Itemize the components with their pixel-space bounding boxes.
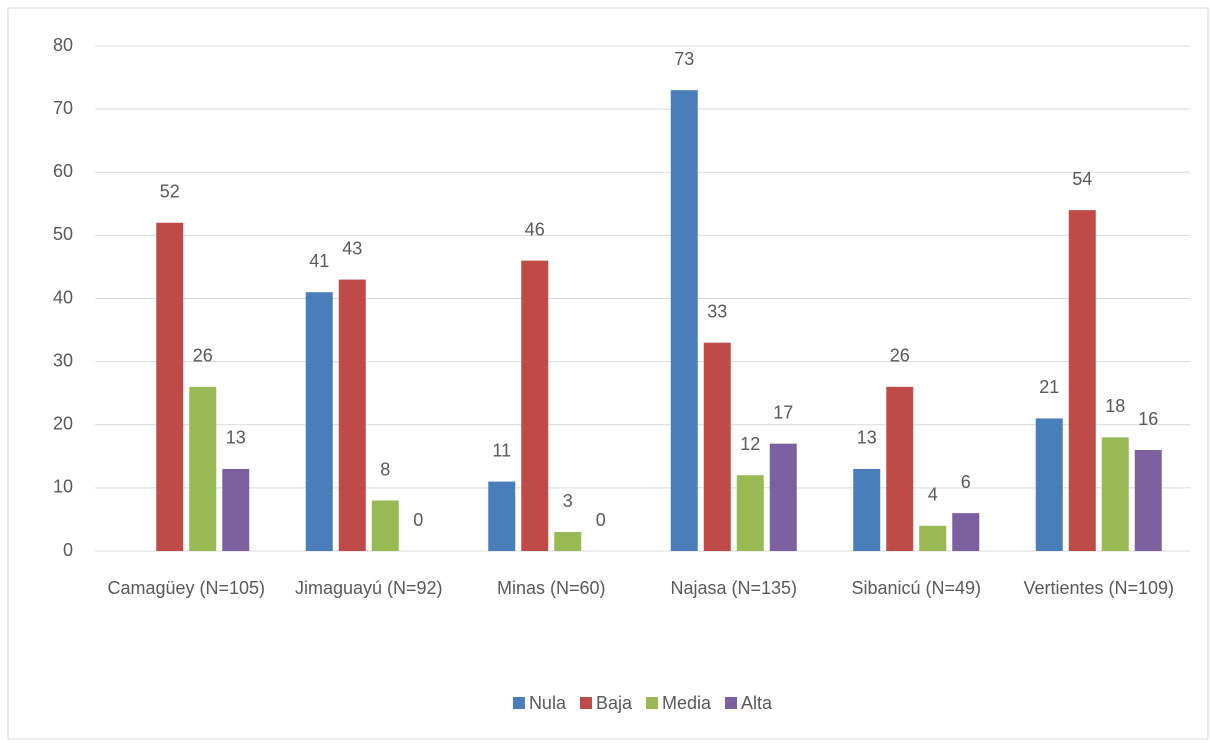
- bar: [919, 525, 947, 551]
- legend-swatch: [646, 697, 658, 709]
- bar: [1068, 210, 1096, 551]
- bar: [703, 342, 731, 551]
- data-label: 11: [492, 440, 511, 460]
- legend-label: Baja: [596, 693, 633, 713]
- y-tick-label: 70: [53, 98, 73, 118]
- bar: [305, 292, 333, 551]
- x-tick-label: Vertientes (N=109): [1023, 578, 1174, 598]
- x-tick-label: Jimaguayú (N=92): [295, 578, 443, 598]
- data-label: 0: [596, 510, 606, 530]
- legend-swatch: [579, 697, 592, 709]
- data-label: 43: [342, 238, 362, 258]
- bar: [371, 500, 399, 551]
- bar: [156, 222, 184, 551]
- bar: [1134, 450, 1162, 551]
- data-label: 13: [857, 428, 877, 448]
- x-tick-label: Sibanicú (N=49): [851, 578, 981, 598]
- y-tick-label: 60: [53, 161, 73, 181]
- bar: [189, 386, 217, 551]
- data-label: 33: [707, 301, 727, 321]
- data-label: 26: [890, 346, 910, 366]
- data-label: 8: [380, 459, 390, 479]
- legend-label: Media: [662, 693, 712, 713]
- data-label: 41: [309, 251, 329, 271]
- y-tick-label: 30: [53, 350, 73, 370]
- y-tick-label: 0: [63, 540, 73, 560]
- data-label: 18: [1105, 396, 1125, 416]
- y-tick-label: 20: [53, 414, 73, 434]
- bar: [769, 443, 797, 551]
- bar: [886, 386, 914, 551]
- y-tick-label: 80: [53, 35, 73, 55]
- bar: [1101, 437, 1129, 551]
- y-tick-label: 10: [53, 477, 73, 497]
- bar: [670, 90, 698, 551]
- bar: [554, 532, 582, 551]
- data-label: 17: [773, 402, 793, 422]
- data-label: 3: [563, 491, 573, 511]
- y-tick-label: 40: [53, 287, 73, 307]
- bar: [521, 260, 549, 551]
- bar: [853, 468, 881, 551]
- data-label: 52: [160, 182, 180, 202]
- bar: [1035, 418, 1063, 551]
- x-tick-label: Najasa (N=135): [670, 578, 797, 598]
- data-label: 0: [413, 510, 423, 530]
- bar: [338, 279, 366, 551]
- data-label: 4: [928, 485, 938, 505]
- chart-border: [7, 7, 1209, 740]
- x-tick-label: Minas (N=60): [497, 578, 606, 598]
- data-label: 26: [193, 346, 213, 366]
- data-label: 13: [226, 428, 246, 448]
- bar: [488, 481, 516, 551]
- bar: [736, 475, 764, 551]
- bar: [952, 513, 980, 551]
- data-label: 73: [674, 49, 694, 69]
- legend-label: Alta: [741, 693, 773, 713]
- x-tick-label: Camagüey (N=105): [107, 578, 265, 598]
- data-label: 21: [1039, 377, 1059, 397]
- data-label: 16: [1138, 409, 1158, 429]
- legend-swatch: [725, 697, 738, 709]
- data-label: 54: [1072, 169, 1092, 189]
- bar: [222, 468, 250, 551]
- data-label: 46: [525, 219, 545, 239]
- data-label: 12: [740, 434, 760, 454]
- legend-label: Nula: [529, 693, 567, 713]
- legend-swatch: [512, 697, 525, 709]
- y-tick-label: 50: [53, 224, 73, 244]
- data-label: 6: [961, 472, 971, 492]
